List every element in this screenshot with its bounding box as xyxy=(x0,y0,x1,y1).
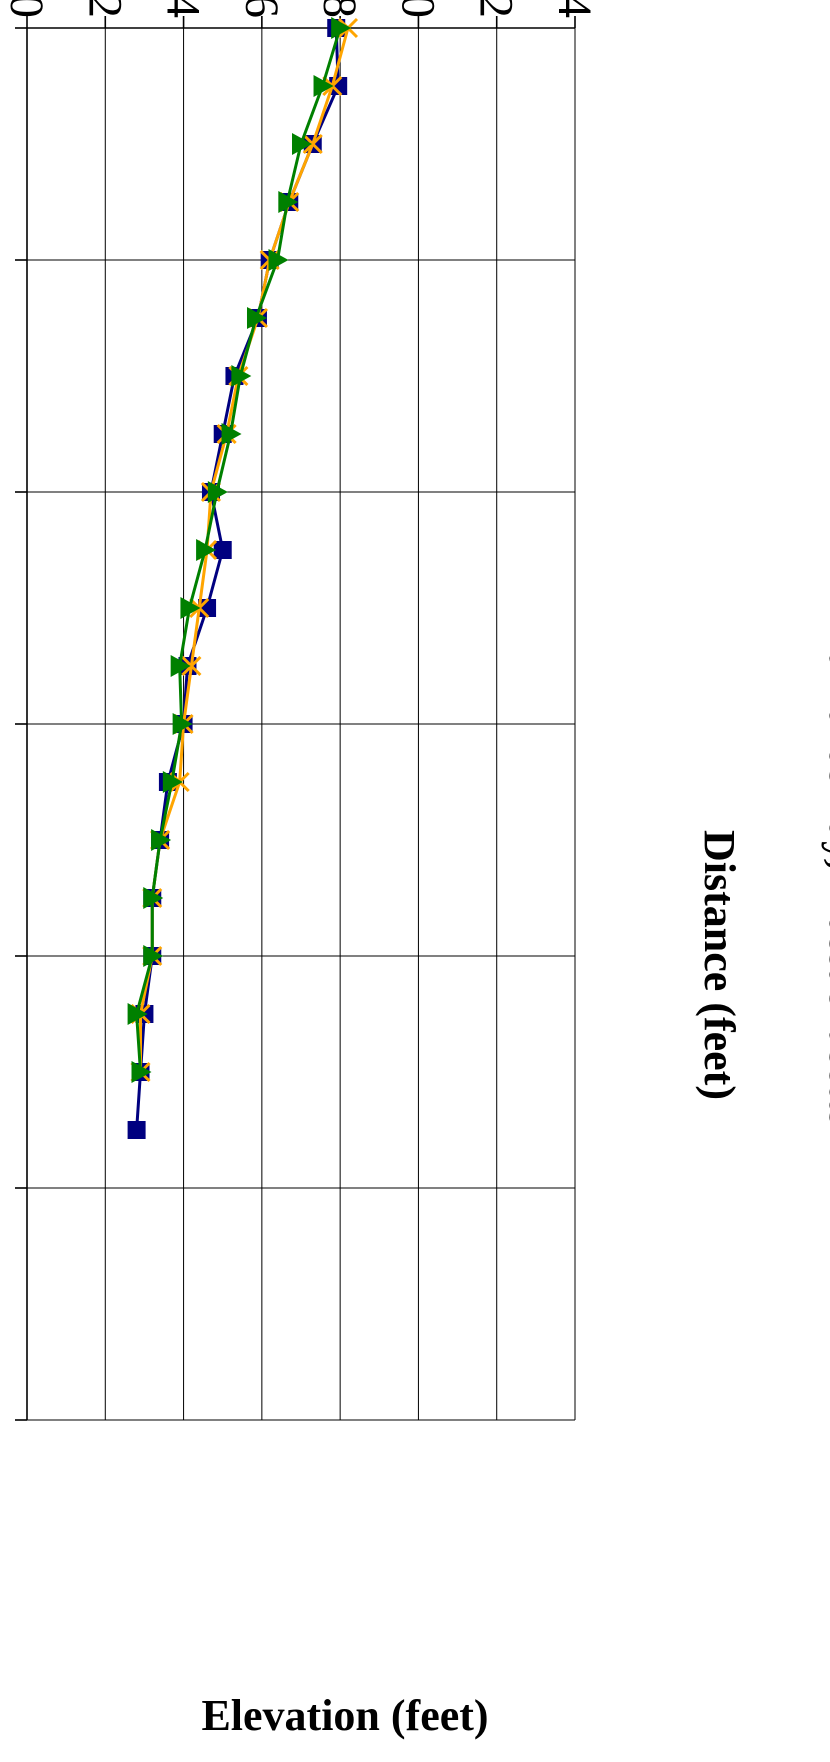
data-point-triangle xyxy=(231,365,252,387)
data-point-triangle xyxy=(278,191,299,213)
y-tick-label: 12 xyxy=(470,0,523,18)
data-point-triangle xyxy=(246,307,267,329)
x-tick-label: 0 xyxy=(0,16,9,40)
chart-title: Buzzards Bay, Massachusetts xyxy=(821,624,830,1125)
data-point-triangle xyxy=(143,945,164,967)
data-point-triangle xyxy=(151,829,172,851)
data-point-triangle xyxy=(331,17,352,39)
y-tick-label: 4 xyxy=(157,0,210,18)
x-tick-label: 20 xyxy=(0,236,9,284)
data-point-square xyxy=(127,1121,146,1139)
x-tick-label: 40 xyxy=(0,468,9,516)
y-tick-label: 8 xyxy=(313,0,366,18)
data-point-triangle xyxy=(143,887,164,909)
y-tick-label: 6 xyxy=(235,0,288,18)
x-tick-label: 60 xyxy=(0,700,9,748)
data-point-x xyxy=(181,655,202,677)
labels-layer: 0 2 4 6 8 10 12 14 0 20 40 60 80 100 120 xyxy=(0,0,601,1456)
x-tick-label: 80 xyxy=(0,932,9,980)
data-point-triangle xyxy=(131,1061,152,1083)
series-line-3 xyxy=(135,27,342,1073)
series-line-1 xyxy=(135,27,340,1131)
data-point-x xyxy=(302,133,323,155)
data-point-triangle xyxy=(207,481,228,503)
y-tick-label: 2 xyxy=(78,0,131,18)
grid-layer xyxy=(26,27,576,1421)
data-point-triangle xyxy=(172,713,193,735)
data-point-triangle xyxy=(292,133,312,155)
data-point-triangle xyxy=(162,771,183,793)
x-marker-stroke xyxy=(302,133,323,155)
data-point-triangle xyxy=(127,1003,148,1025)
data-point-triangle xyxy=(221,423,242,445)
y-tick-label: 10 xyxy=(391,0,444,18)
data-point-triangle xyxy=(180,597,201,619)
data-point-triangle xyxy=(313,75,334,97)
y-axis-title: Elevation (feet) xyxy=(201,1691,488,1740)
data-point-square xyxy=(213,541,232,559)
x-tick-label: 120 xyxy=(0,1384,9,1456)
axes-layer xyxy=(15,16,576,1421)
y-tick-label: 14 xyxy=(548,0,601,18)
y-tick-label: 0 xyxy=(0,0,53,18)
data-point-triangle xyxy=(170,655,191,677)
series-line-2 xyxy=(139,27,350,1072)
x-axis-title: Distance (feet) xyxy=(695,830,744,1100)
series-layer xyxy=(127,17,359,1139)
x-marker-stroke xyxy=(181,655,202,677)
data-point-triangle xyxy=(196,539,217,561)
data-point-triangle xyxy=(268,249,289,271)
x-tick-label: 100 xyxy=(0,1152,9,1224)
